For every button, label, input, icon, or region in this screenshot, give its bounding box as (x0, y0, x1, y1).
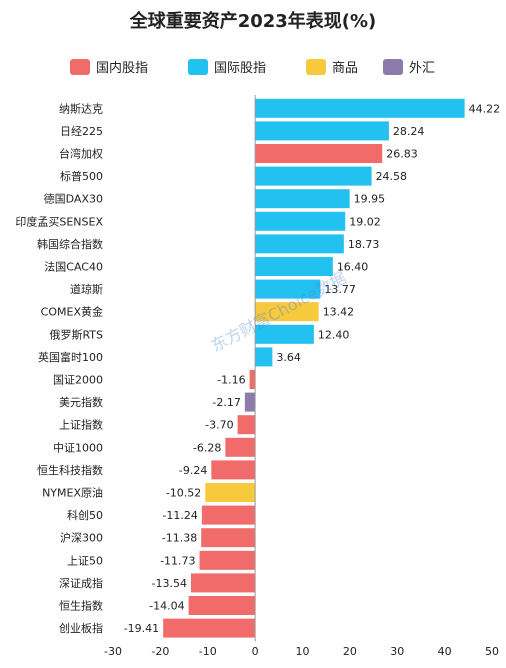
legend-label-0: 国内股指 (96, 60, 148, 76)
value-label-18: -11.24 (162, 509, 197, 522)
category-label-0: 纳斯达克 (59, 102, 103, 115)
value-label-13: -2.17 (212, 396, 240, 409)
value-label-10: 12.40 (318, 328, 350, 341)
bar-16 (211, 460, 256, 480)
bar-21 (190, 573, 256, 593)
x-tick-label-8: 50 (485, 645, 499, 658)
category-label-17: NYMEX原油 (42, 486, 103, 500)
bar-14 (237, 415, 256, 435)
legend-swatch-3 (383, 59, 403, 75)
category-label-10: 俄罗斯RTS (49, 328, 103, 341)
bars: 纳斯达克 44.22 日经225 28.24 台湾加权 26.83 标普500 24.58 德国… (15, 98, 501, 638)
value-label-12: -1.16 (217, 374, 245, 387)
value-label-19: -11.38 (162, 532, 197, 545)
x-tick-label-2: -10 (199, 645, 217, 658)
bar-12 (249, 370, 256, 389)
category-label-8: 道琼斯 (70, 282, 103, 296)
value-label-6: 18.73 (348, 238, 380, 251)
x-tick-label-1: -20 (151, 645, 169, 658)
category-label-19: 沪深300 (60, 531, 103, 545)
category-label-12: 国证2000 (53, 374, 103, 387)
x-tick-label-3: 0 (252, 645, 259, 658)
category-label-4: 德国DAX30 (44, 192, 103, 206)
value-label-8: 13.77 (324, 283, 356, 296)
bar-20 (199, 550, 256, 570)
legend: 国内股指 国际股指 商品 外汇 (70, 59, 435, 76)
bar-6 (255, 234, 344, 254)
legend-swatch-2 (306, 59, 326, 75)
bar-15 (225, 437, 256, 457)
bar-8 (255, 279, 321, 299)
bar-13 (244, 392, 256, 412)
category-label-11: 英国富时100 (38, 350, 103, 364)
bar-5 (255, 211, 346, 231)
category-label-16: 恒生科技指数 (37, 463, 103, 477)
bar-18 (201, 505, 256, 525)
value-label-4: 19.95 (354, 193, 386, 206)
category-label-21: 深证成指 (59, 576, 103, 590)
value-label-14: -3.70 (205, 419, 233, 432)
bar-4 (255, 189, 350, 209)
x-tick-label-0: -30 (104, 645, 122, 658)
category-label-1: 日经225 (60, 125, 103, 138)
category-label-23: 创业板指 (59, 621, 103, 635)
bar-10 (255, 324, 314, 344)
bar-22 (188, 596, 256, 615)
bar-19 (201, 528, 256, 548)
x-tick-label-4: 10 (296, 645, 310, 658)
category-label-18: 科创50 (67, 508, 103, 522)
value-label-20: -11.73 (160, 554, 195, 567)
category-label-6: 韩国综合指数 (37, 237, 103, 251)
bar-17 (205, 483, 256, 502)
value-label-0: 44.22 (469, 102, 501, 115)
x-tick-label-6: 30 (390, 645, 404, 658)
legend-label-2: 商品 (332, 61, 358, 76)
category-label-5: 印度孟买SENSEX (15, 214, 103, 228)
chart-title: 全球重要资产2023年表现(%) (129, 10, 377, 32)
bar-3 (255, 166, 372, 186)
legend-swatch-1 (188, 59, 208, 75)
bar-0 (255, 98, 465, 118)
value-label-16: -9.24 (179, 464, 207, 477)
legend-label-1: 国际股指 (214, 61, 266, 76)
x-tick-label-7: 40 (438, 645, 452, 658)
value-label-11: 3.64 (276, 351, 301, 364)
category-label-15: 中证1000 (53, 441, 103, 454)
category-label-3: 标普500 (60, 169, 103, 183)
legend-label-3: 外汇 (409, 61, 435, 76)
category-label-14: 上证指数 (59, 418, 103, 432)
value-label-15: -6.28 (193, 441, 221, 454)
legend-swatch-0 (70, 59, 90, 75)
bar-23 (163, 618, 256, 638)
value-label-3: 24.58 (376, 170, 408, 183)
category-label-2: 台湾加权 (59, 147, 103, 161)
bar-9 (255, 302, 319, 322)
value-label-17: -10.52 (166, 487, 201, 500)
value-label-7: 16.40 (337, 261, 369, 274)
bar-11 (255, 347, 273, 367)
category-label-22: 恒生指数 (59, 599, 103, 613)
bar-2 (255, 144, 383, 163)
x-axis: -30 -20 -10 0 10 20 30 40 50 (104, 95, 499, 658)
category-label-20: 上证50 (67, 554, 103, 567)
bar-7 (255, 257, 333, 276)
x-tick-label-5: 20 (343, 645, 357, 658)
value-label-9: 13.42 (323, 306, 355, 319)
value-label-2: 26.83 (386, 148, 418, 161)
category-label-13: 美元指数 (59, 395, 103, 409)
value-label-22: -14.04 (149, 600, 184, 613)
value-label-5: 19.02 (349, 215, 381, 228)
value-label-21: -13.54 (152, 577, 187, 590)
value-label-23: -19.41 (124, 622, 159, 635)
category-label-7: 法国CAC40 (44, 260, 103, 274)
bar-1 (255, 121, 389, 141)
value-label-1: 28.24 (393, 125, 425, 138)
category-label-9: COMEX黄金 (41, 305, 103, 319)
